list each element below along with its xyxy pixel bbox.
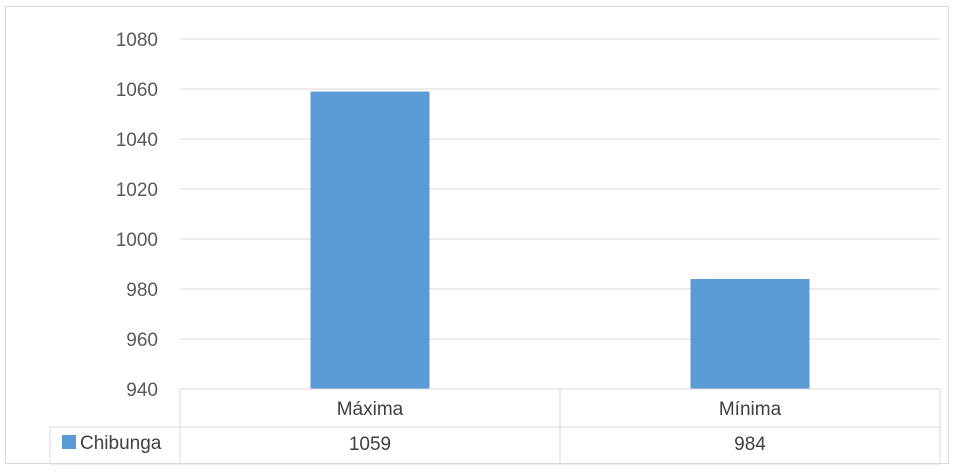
legend-series-name: Chibunga [80, 433, 162, 454]
bar-1 [690, 279, 810, 389]
y-tick-label: 1060 [116, 80, 158, 101]
data-table-value-1: 984 [734, 434, 766, 455]
y-tick-label: 960 [126, 330, 158, 351]
y-tick-label: 1080 [116, 30, 158, 51]
y-tick-label: 1020 [116, 180, 158, 201]
y-axis-ticks: 940 960 980 1000 1020 1040 1060 1080 [116, 30, 158, 401]
legend-swatch [62, 435, 76, 449]
category-label-0: Máxima [337, 399, 404, 420]
bar-0 [310, 91, 430, 389]
data-table-value-0: 1059 [349, 434, 391, 455]
gridlines [180, 38, 940, 390]
y-tick-label: 1040 [116, 130, 158, 151]
bars [310, 91, 810, 389]
category-label-1: Mínima [719, 399, 782, 420]
data-table: Máxima Mínima 1059 984 Chibunga [49, 388, 941, 465]
y-tick-label: 940 [126, 380, 158, 401]
y-tick-label: 1000 [116, 230, 158, 251]
y-tick-label: 980 [126, 280, 158, 301]
